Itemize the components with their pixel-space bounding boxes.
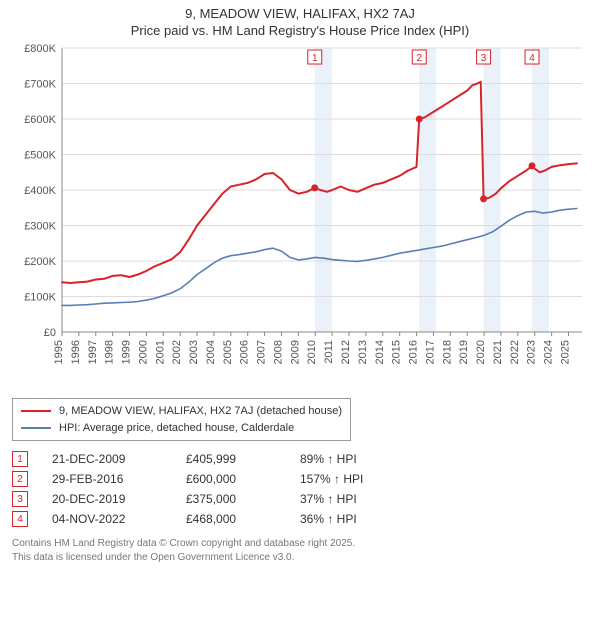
svg-text:£500K: £500K xyxy=(24,150,56,162)
marker-date: 04-NOV-2022 xyxy=(52,512,162,526)
svg-text:1995: 1995 xyxy=(53,340,65,364)
attribution-line2: This data is licensed under the Open Gov… xyxy=(12,551,588,565)
svg-text:2012: 2012 xyxy=(340,340,352,364)
legend-row-price-paid: 9, MEADOW VIEW, HALIFAX, HX2 7AJ (detach… xyxy=(21,403,342,420)
page-title-line1: 9, MEADOW VIEW, HALIFAX, HX2 7AJ xyxy=(12,6,588,21)
svg-text:1998: 1998 xyxy=(104,340,116,364)
svg-text:£200K: £200K xyxy=(24,256,56,268)
svg-text:3: 3 xyxy=(481,53,487,64)
marker-index-box: 3 xyxy=(12,491,28,507)
svg-text:2005: 2005 xyxy=(222,340,234,364)
page-title-line2: Price paid vs. HM Land Registry's House … xyxy=(12,23,588,38)
marker-row: 1 21-DEC-2009 £405,999 89% ↑ HPI xyxy=(12,449,588,469)
svg-text:2011: 2011 xyxy=(323,340,335,364)
line-chart: £0 £100K £200K £300K £400K £500K £600K £700K £80… xyxy=(12,42,588,392)
svg-text:£0: £0 xyxy=(44,327,56,339)
svg-text:2010: 2010 xyxy=(306,340,318,364)
marker-hpi: 36% ↑ HPI xyxy=(300,512,410,526)
svg-text:2023: 2023 xyxy=(526,340,538,364)
chart-container: £0 £100K £200K £300K £400K £500K £600K £700K £80… xyxy=(12,42,588,392)
marker-price: £405,999 xyxy=(186,452,276,466)
marker-row: 4 04-NOV-2022 £468,000 36% ↑ HPI xyxy=(12,509,588,529)
legend-label-price-paid: 9, MEADOW VIEW, HALIFAX, HX2 7AJ (detach… xyxy=(59,403,342,420)
marker-index-box: 2 xyxy=(12,471,28,487)
attribution: Contains HM Land Registry data © Crown c… xyxy=(12,537,588,564)
svg-text:4: 4 xyxy=(529,53,535,64)
svg-text:2020: 2020 xyxy=(475,340,487,364)
svg-text:2001: 2001 xyxy=(154,340,166,364)
svg-text:2019: 2019 xyxy=(458,340,470,364)
svg-text:2008: 2008 xyxy=(272,340,284,364)
legend-swatch-price-paid xyxy=(21,410,51,412)
svg-text:2007: 2007 xyxy=(256,340,268,364)
marker-hpi: 37% ↑ HPI xyxy=(300,492,410,506)
attribution-line1: Contains HM Land Registry data © Crown c… xyxy=(12,537,588,551)
svg-text:£400K: £400K xyxy=(24,185,56,197)
legend-label-hpi: HPI: Average price, detached house, Cald… xyxy=(59,420,294,437)
marker-date: 20-DEC-2019 xyxy=(52,492,162,506)
marker-date: 21-DEC-2009 xyxy=(52,452,162,466)
svg-text:2003: 2003 xyxy=(188,340,200,364)
marker-date: 29-FEB-2016 xyxy=(52,472,162,486)
svg-text:2006: 2006 xyxy=(239,340,251,364)
marker-price: £375,000 xyxy=(186,492,276,506)
marker-events-table: 1 21-DEC-2009 £405,999 89% ↑ HPI 2 29-FEB-201… xyxy=(12,449,588,529)
svg-text:2: 2 xyxy=(416,53,422,64)
svg-text:2017: 2017 xyxy=(424,340,436,364)
svg-text:2015: 2015 xyxy=(391,340,403,364)
svg-text:£600K: £600K xyxy=(24,114,56,126)
svg-text:2022: 2022 xyxy=(509,340,521,364)
svg-text:2024: 2024 xyxy=(543,340,555,364)
svg-text:1996: 1996 xyxy=(70,340,82,364)
svg-text:2014: 2014 xyxy=(374,340,386,364)
legend-row-hpi: HPI: Average price, detached house, Cald… xyxy=(21,420,342,437)
svg-text:2025: 2025 xyxy=(559,340,571,364)
marker-index-box: 4 xyxy=(12,511,28,527)
legend: 9, MEADOW VIEW, HALIFAX, HX2 7AJ (detach… xyxy=(12,398,351,441)
marker-hpi: 89% ↑ HPI xyxy=(300,452,410,466)
svg-text:£700K: £700K xyxy=(24,79,56,91)
svg-text:2002: 2002 xyxy=(171,340,183,364)
svg-text:2013: 2013 xyxy=(357,340,369,364)
svg-text:£100K: £100K xyxy=(24,292,56,304)
marker-hpi: 157% ↑ HPI xyxy=(300,472,410,486)
svg-text:£800K: £800K xyxy=(24,43,56,55)
marker-row: 2 29-FEB-2016 £600,000 157% ↑ HPI xyxy=(12,469,588,489)
svg-text:1999: 1999 xyxy=(121,340,133,364)
svg-text:2016: 2016 xyxy=(408,340,420,364)
svg-text:£300K: £300K xyxy=(24,221,56,233)
svg-text:1997: 1997 xyxy=(87,340,99,364)
marker-index-box: 1 xyxy=(12,451,28,467)
svg-text:2021: 2021 xyxy=(492,340,504,364)
legend-swatch-hpi xyxy=(21,427,51,429)
svg-text:2018: 2018 xyxy=(441,340,453,364)
svg-text:2004: 2004 xyxy=(205,340,217,364)
svg-text:1: 1 xyxy=(312,53,318,64)
svg-text:2000: 2000 xyxy=(137,340,149,364)
marker-price: £468,000 xyxy=(186,512,276,526)
svg-text:2009: 2009 xyxy=(289,340,301,364)
marker-row: 3 20-DEC-2019 £375,000 37% ↑ HPI xyxy=(12,489,588,509)
marker-price: £600,000 xyxy=(186,472,276,486)
